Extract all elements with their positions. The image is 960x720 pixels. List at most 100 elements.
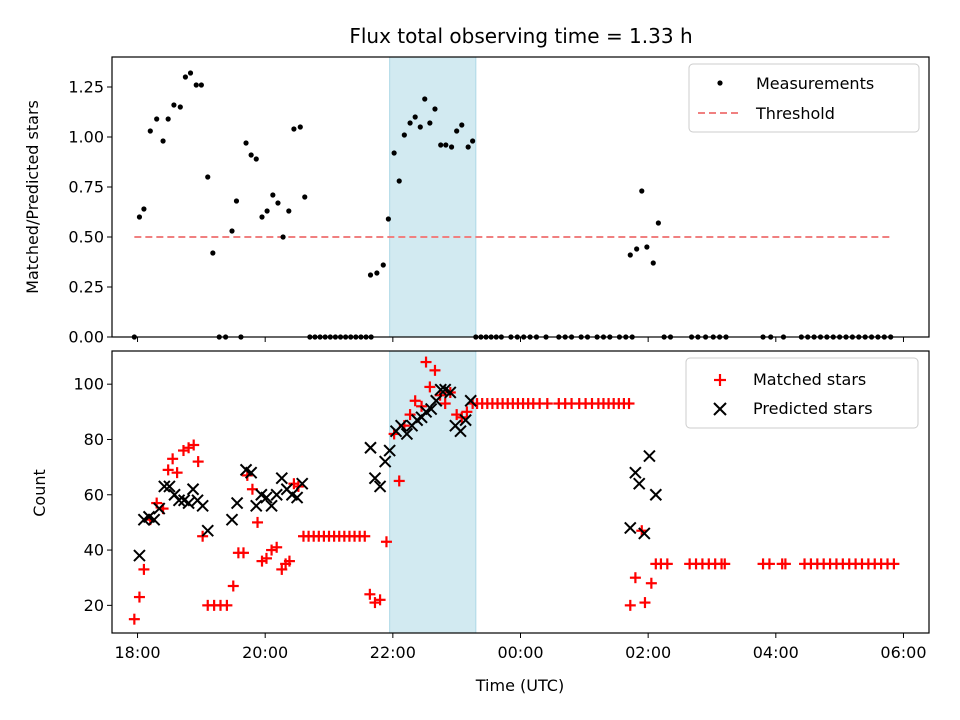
- x-tick-label: 02:00: [625, 643, 671, 662]
- matched-star-point: [639, 597, 651, 609]
- predicted-star-point: [373, 480, 387, 493]
- predicted-star-point: [638, 527, 651, 540]
- matched-star-point: [629, 572, 641, 584]
- measurement-point: [639, 188, 645, 194]
- measurement-point: [136, 214, 143, 220]
- y-tick-label: 0.25: [68, 278, 104, 297]
- predicted-star-point: [464, 394, 477, 407]
- measurement-point: [655, 220, 661, 226]
- predicted-star-point: [225, 513, 239, 526]
- x-tick-label: 20:00: [242, 643, 288, 662]
- measurement-point: [253, 156, 259, 162]
- measurement-point: [385, 216, 391, 222]
- top-legend-box: [688, 63, 920, 133]
- predicted-star-point: [250, 499, 263, 513]
- matched-star-point: [359, 530, 371, 542]
- measurement-point: [396, 178, 402, 184]
- measurement-point: [147, 128, 153, 134]
- predicted-star-point: [444, 386, 457, 399]
- chart-title: Flux total observing time = 1.33 h: [349, 24, 692, 48]
- predicted-star-point: [368, 471, 382, 485]
- bottom-legend-box: [685, 357, 919, 429]
- matched-star-point: [645, 577, 657, 589]
- bottom-axes-frame: [111, 350, 930, 634]
- predicted-star-point: [172, 494, 186, 507]
- predicted-star-point: [383, 444, 396, 457]
- matched-star-point: [763, 558, 775, 570]
- measurement-point: [291, 126, 297, 132]
- y-tick-label: 1.00: [68, 128, 104, 147]
- matched-star-point: [138, 563, 150, 575]
- predicted-star-point: [454, 424, 467, 438]
- measurement-point: [407, 120, 413, 126]
- predicted-star-point: [182, 496, 195, 510]
- x-tick-label: 00:00: [497, 643, 543, 662]
- matched-star-point: [133, 591, 145, 603]
- matched-star-point: [409, 395, 421, 407]
- predicted-star-point: [270, 488, 283, 501]
- matched-star-point: [192, 456, 204, 468]
- measurement-point: [401, 132, 407, 138]
- measurement-point: [644, 244, 650, 250]
- measurement-point: [470, 138, 476, 144]
- predicted-star-point: [633, 477, 646, 490]
- measurement-point: [198, 82, 204, 88]
- y-tick-label: 80: [84, 430, 104, 449]
- bottom-y-axis-label: Count: [30, 469, 49, 517]
- predicted-star-point: [196, 499, 209, 513]
- matched-star-point: [162, 464, 174, 476]
- legend-measurements-marker: [717, 80, 723, 86]
- predicted-star-point: [434, 383, 447, 396]
- bottom-y-ticks: 20 40 60 80 100: [73, 375, 112, 615]
- legend-predicted-label: Predicted stars: [753, 399, 873, 418]
- measurement-point: [380, 262, 386, 268]
- measurement-point: [154, 116, 160, 122]
- measurement-point: [391, 150, 397, 156]
- matched-star-point: [719, 558, 731, 570]
- measurement-point: [187, 70, 194, 76]
- bottom-x-ticks: 18:00 20:00 22:00 00:00 02:00 04:00 06:00: [114, 633, 927, 662]
- measurement-point: [270, 192, 276, 198]
- measurement-point: [229, 228, 235, 234]
- predicted-star-point: [643, 449, 656, 463]
- matched-star-point: [661, 558, 673, 570]
- legend-measurements-label: Measurements: [756, 74, 874, 93]
- matched-star-point: [461, 406, 473, 418]
- predicted-star-point: [400, 427, 414, 441]
- bottom-legend: Matched stars Predicted stars: [685, 357, 919, 429]
- top-panel: 0.00 0.25 0.50 0.75 1.00 1.25 Matched/Predict…: [23, 56, 930, 347]
- measurement-point: [465, 144, 471, 150]
- legend-threshold-label: Threshold: [755, 104, 835, 123]
- predicted-star-point: [265, 499, 278, 513]
- predicted-star-point: [290, 491, 304, 504]
- measurement-point: [243, 140, 249, 146]
- matched-star-point: [779, 558, 791, 570]
- measurement-point: [297, 124, 303, 130]
- matched-star-point: [439, 398, 451, 410]
- matched-star-point: [227, 580, 239, 592]
- measurement-point: [275, 200, 281, 206]
- measurement-point: [650, 260, 656, 266]
- x-tick-label: 04:00: [753, 643, 799, 662]
- top-legend: Measurements Threshold: [688, 63, 920, 133]
- measurement-point: [427, 120, 433, 126]
- measurement-point: [259, 214, 265, 220]
- measurement-point: [177, 104, 183, 110]
- y-tick-label: 20: [84, 596, 104, 615]
- measurement-point: [141, 206, 147, 212]
- measurement-point: [210, 250, 216, 256]
- predicted-star-point: [201, 524, 214, 537]
- matched-star-point: [888, 558, 900, 570]
- measurement-point: [634, 246, 640, 252]
- x-tick-label: 18:00: [114, 643, 160, 662]
- predicted-stars-points: [133, 383, 663, 562]
- top-x-ticks: [137, 337, 904, 342]
- x-axis-label: Time (UTC): [475, 676, 564, 695]
- predicted-star-point: [394, 419, 408, 432]
- measurement-point: [302, 194, 308, 200]
- predicted-star-point: [275, 471, 288, 485]
- matched-star-point: [171, 467, 183, 479]
- legend-matched-marker: [714, 374, 726, 386]
- top-y-axis-label: Matched/Predicted stars: [23, 100, 42, 294]
